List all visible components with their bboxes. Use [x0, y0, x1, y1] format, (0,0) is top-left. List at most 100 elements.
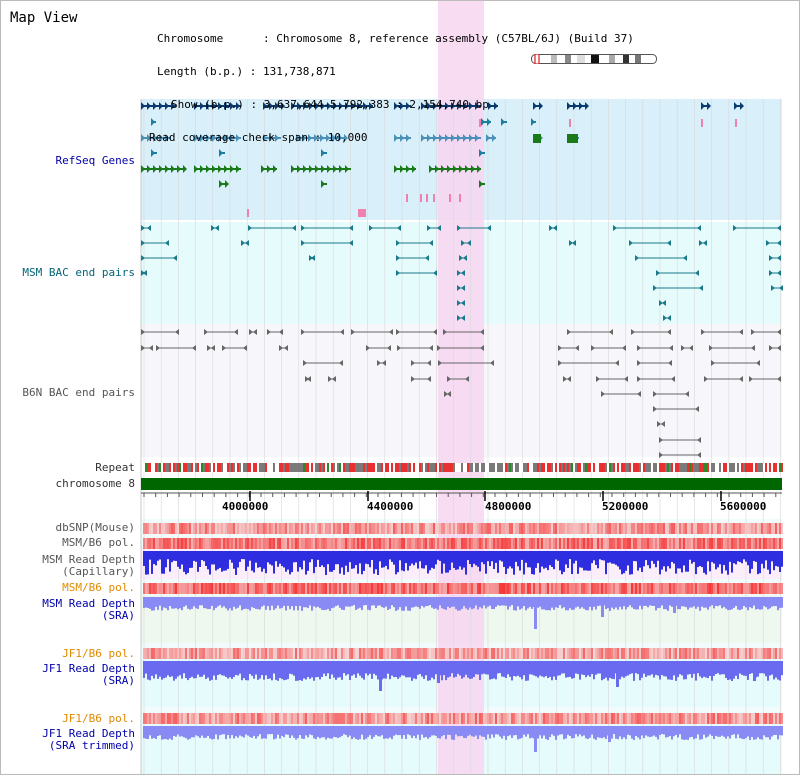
capillary-depth-bar — [361, 551, 363, 575]
msm-pol-sra-heat-cell — [243, 583, 245, 594]
msm-pol-heat-cell — [441, 538, 443, 549]
msm-pol-sra-heat-cell — [345, 583, 347, 594]
dbsnp-heat-cell — [555, 523, 557, 534]
jf1-pol-trim-heat-cell — [679, 713, 681, 724]
jf1-trim-depth-bar — [167, 726, 169, 740]
repeat-segment — [213, 463, 215, 472]
jf1-pol-trim-heat-cell — [327, 713, 329, 724]
msm-pol-heat-cell — [495, 538, 497, 549]
jf1-trim-depth-bar — [501, 726, 503, 739]
jf1-pol-trim-heat-cell — [309, 713, 311, 724]
msm-sra-depth-bar — [691, 597, 693, 608]
jf1-trim-depth-bar — [209, 726, 211, 739]
msm-pol-sra-heat-cell — [495, 583, 497, 594]
jf1-sra-depth-bar — [209, 661, 211, 681]
msm-sra-depth-bar — [781, 597, 783, 608]
jf1-trim-depth-bar — [537, 726, 539, 739]
jf1-pol-heat-cell — [753, 648, 755, 659]
jf1-pol-heat-cell — [349, 648, 351, 659]
jf1-pol-heat-cell — [393, 648, 395, 659]
jf1-trim-depth-bar — [259, 726, 261, 735]
bac-end-marker — [429, 345, 433, 351]
msm-pol-heat-cell — [313, 538, 315, 549]
jf1-sra-depth-bar — [651, 661, 653, 675]
msm-sra-depth-bar — [571, 597, 573, 610]
msm-sra-depth-bar — [389, 597, 391, 609]
dbsnp-heat-cell — [227, 523, 229, 534]
msm-sra-depth-bar — [503, 597, 505, 606]
dbsnp-heat-cell — [223, 523, 225, 534]
jf1-trim-depth-bar — [325, 726, 327, 740]
msm-pol-sra-heat-cell — [285, 583, 287, 594]
axis-tick-label: 5200000 — [602, 500, 649, 513]
axis-tick-label: 5600000 — [720, 500, 767, 513]
capillary-depth-bar — [705, 551, 707, 575]
repeat-label: Repeat — [95, 461, 135, 474]
jf1-pol-trim-heat-cell — [631, 713, 633, 724]
jf1-trim-depth-bar — [335, 726, 337, 738]
repeat-segment — [513, 463, 515, 472]
jf1-pol-trim-heat-cell — [211, 713, 213, 724]
jf1-sra-depth-bar — [567, 661, 569, 678]
capillary-depth-bar — [461, 551, 463, 570]
jf1-pol-trim-heat-cell — [507, 713, 509, 724]
jf1-pol-trim-heat-cell — [257, 713, 259, 724]
capillary-depth-bar — [177, 551, 179, 567]
bac-end-marker — [438, 360, 442, 366]
jf1-sra-depth-bar — [445, 661, 447, 681]
dbsnp-heat-cell — [693, 523, 695, 534]
msm-sra-depth-bar — [235, 597, 237, 609]
chromosome-ideogram[interactable] — [531, 54, 657, 64]
jf1-pol-heat-cell — [627, 648, 629, 659]
capillary-depth-bar — [671, 551, 673, 562]
dbsnp-heat-cell — [469, 523, 471, 534]
capillary-depth-bar — [589, 551, 591, 571]
jf1-pol-trim-heat-cell — [153, 713, 155, 724]
repeat-segment — [333, 463, 335, 472]
jf1-pol-trim-heat-cell — [381, 713, 383, 724]
jf1-pol-heat-cell — [733, 648, 735, 659]
repeat-segment — [201, 463, 203, 472]
msm-pol-sra-heat-cell — [497, 583, 499, 594]
capillary-depth-bar — [307, 551, 309, 571]
msm-sra-depth-bar — [707, 597, 709, 610]
msm-pol-sra-heat-cell — [169, 583, 171, 594]
repeat-segment — [671, 463, 673, 472]
jf1-pol-heat-cell — [395, 648, 397, 659]
capillary-depth-bar — [747, 551, 749, 566]
msm-sra-depth-bar — [229, 597, 231, 609]
bac-end-marker — [569, 240, 573, 246]
msm-pol-sra-heat-cell — [661, 583, 663, 594]
msm-pol-heat-cell — [161, 538, 163, 549]
jf1-trim-depth-bar — [515, 726, 517, 736]
msm-pol-heat-cell — [647, 538, 649, 549]
gene-exon — [494, 102, 498, 110]
jf1-sra-depth-bar — [731, 661, 733, 681]
dbsnp-heat-cell — [673, 523, 675, 534]
msm-sra-depth-bar — [407, 597, 409, 611]
msm-pol-sra-heat-cell — [199, 583, 201, 594]
dbsnp-heat-cell — [185, 523, 187, 534]
msm-pol-sra-heat-cell — [487, 583, 489, 594]
bac-end-marker — [629, 240, 633, 246]
msm-pol-heat-cell — [671, 538, 673, 549]
capillary-depth-bar — [185, 551, 187, 575]
msm-pol-sra-heat-cell — [657, 583, 659, 594]
repeat-segment — [313, 463, 315, 472]
jf1-pol-heat-cell — [399, 648, 401, 659]
capillary-depth-bar — [617, 551, 619, 567]
jf1-trim-depth-bar — [327, 726, 329, 738]
msm-sra-depth-bar — [534, 597, 537, 629]
msm-pol-sra-heat-cell — [317, 583, 319, 594]
msm-pol-heat-cell — [401, 538, 403, 549]
repeat-segment — [375, 463, 377, 472]
msm-pol-sra-heat-cell — [775, 583, 777, 594]
msm-sra-depth-bar — [211, 597, 213, 606]
msm-pol-sra-heat-cell — [563, 583, 565, 594]
jf1-sra-depth-bar — [179, 661, 181, 676]
jf1-trim-depth-bar — [503, 726, 505, 736]
capillary-depth-bar — [497, 551, 499, 573]
msm-pol-heat-cell — [689, 538, 691, 549]
jf1-sra-depth-bar — [447, 661, 449, 678]
